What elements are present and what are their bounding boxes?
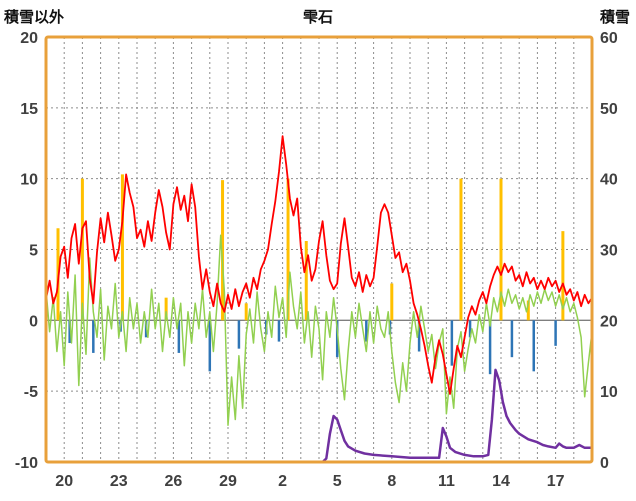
x-axis-tick-label: 5 — [333, 473, 342, 490]
right-axis-tick-label: 0 — [600, 455, 609, 472]
x-axis-tick-label: 17 — [547, 473, 565, 490]
right-axis-tick-label: 10 — [600, 384, 618, 401]
x-axis-tick-label: 14 — [492, 473, 510, 490]
x-axis-tick-label: 26 — [165, 473, 183, 490]
x-axis-tick-label: 20 — [55, 473, 73, 490]
green-line — [45, 234, 593, 426]
right-axis-tick-label: 30 — [600, 243, 618, 260]
x-axis-tick-label: 23 — [110, 473, 128, 490]
left-axis-tick-label: 15 — [20, 101, 38, 118]
left-axis-tick-label: 0 — [29, 313, 38, 330]
left-axis-tick-label: 5 — [29, 243, 38, 260]
right-axis-title: 積雪 — [599, 9, 630, 26]
x-axis-tick-label: 29 — [219, 473, 237, 490]
plot-frame — [44, 35, 594, 464]
x-axis-tick-label: 11 — [438, 473, 455, 490]
left-axis-tick-label: -5 — [24, 384, 38, 401]
x-axis-tick-label: 8 — [387, 473, 396, 490]
left-axis-title: 積雪以外 — [4, 9, 65, 26]
left-axis-tick-label: 20 — [20, 30, 38, 47]
chart-title: 雫石 — [302, 9, 333, 26]
right-axis-tick-label: 50 — [600, 101, 618, 118]
red-line — [45, 135, 593, 395]
left-axis-tick-label: -10 — [15, 455, 38, 472]
snow-depth-line — [314, 368, 594, 464]
right-axis-tick-label: 20 — [600, 313, 618, 330]
x-axis-tick-label: 2 — [278, 473, 287, 490]
right-axis-tick-label: 60 — [600, 30, 618, 47]
right-axis-tick-label: 40 — [600, 172, 618, 189]
left-axis-tick-label: 10 — [20, 172, 38, 189]
